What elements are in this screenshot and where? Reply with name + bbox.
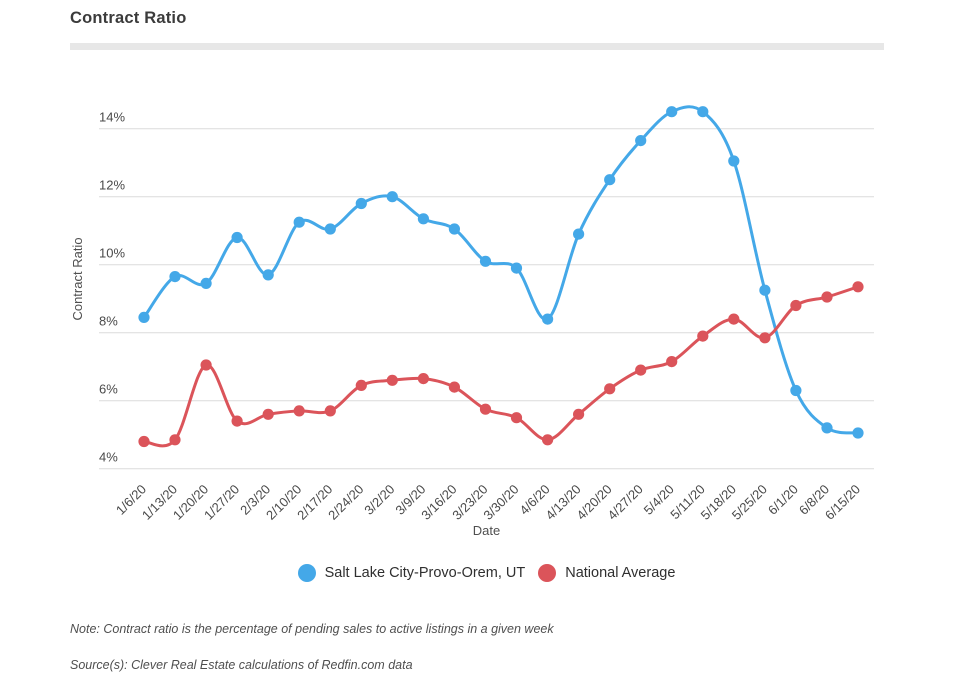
data-point-national-average[interactable] xyxy=(697,330,709,342)
data-point-national-average[interactable] xyxy=(448,381,460,393)
chart-legend: Salt Lake City-Provo-Orem, UT National A… xyxy=(0,564,973,582)
x-axis-title: Date xyxy=(473,523,500,538)
red-series-dot-icon xyxy=(538,564,557,582)
x-tick-label: 2/24/20 xyxy=(325,482,366,523)
data-point-national-average[interactable] xyxy=(635,364,647,376)
data-point-salt-lake[interactable] xyxy=(355,197,367,210)
data-point-salt-lake[interactable] xyxy=(417,213,429,225)
data-point-national-average[interactable] xyxy=(573,408,585,420)
data-point-salt-lake[interactable] xyxy=(231,231,243,244)
data-point-salt-lake[interactable] xyxy=(479,255,492,267)
data-point-national-average[interactable] xyxy=(169,434,181,446)
contract-ratio-line-chart: 4%6%8%10%12%14%Contract Ratio1/6/201/13/… xyxy=(70,105,874,538)
data-point-national-average[interactable] xyxy=(262,408,274,420)
data-point-national-average[interactable] xyxy=(510,412,523,424)
x-tick-label: 4/27/20 xyxy=(605,482,646,523)
data-point-salt-lake[interactable] xyxy=(852,427,864,439)
data-point-national-average[interactable] xyxy=(231,415,243,427)
blue-series-dot-icon xyxy=(297,564,316,582)
data-point-salt-lake[interactable] xyxy=(790,384,802,397)
data-point-salt-lake[interactable] xyxy=(728,155,740,167)
series-line-national-average xyxy=(142,285,860,448)
x-tick-label: 3/30/20 xyxy=(480,482,521,523)
x-tick-label: 1/27/20 xyxy=(201,482,242,523)
data-point-salt-lake[interactable] xyxy=(697,106,709,118)
x-tick-label: 6/15/20 xyxy=(822,482,863,523)
data-point-salt-lake[interactable] xyxy=(573,228,585,240)
series-line-salt-lake xyxy=(142,105,860,435)
legend-item-national-average[interactable]: National Average xyxy=(538,564,675,582)
legend-label-national-average: National Average xyxy=(565,565,676,581)
data-point-salt-lake[interactable] xyxy=(821,422,833,434)
data-point-national-average[interactable] xyxy=(852,281,864,293)
data-point-salt-lake[interactable] xyxy=(666,106,678,118)
data-point-national-average[interactable] xyxy=(790,299,802,312)
data-point-salt-lake[interactable] xyxy=(262,269,274,281)
data-point-national-average[interactable] xyxy=(666,356,678,368)
y-tick-label: 14% xyxy=(99,110,125,125)
x-tick-label: 5/25/20 xyxy=(729,482,770,523)
source-text: Source(s): Clever Real Estate calculatio… xyxy=(70,658,413,672)
legend-item-salt-lake[interactable]: Salt Lake City-Provo-Orem, UT xyxy=(297,564,526,582)
title-divider xyxy=(70,43,884,50)
note-text: Note: Contract ratio is the percentage o… xyxy=(70,622,554,636)
data-point-national-average[interactable] xyxy=(604,383,616,395)
data-point-national-average[interactable] xyxy=(821,291,833,303)
data-point-national-average[interactable] xyxy=(138,435,150,448)
data-point-salt-lake[interactable] xyxy=(386,191,398,203)
data-point-national-average[interactable] xyxy=(417,373,429,385)
y-tick-label: 4% xyxy=(99,450,118,465)
data-point-salt-lake[interactable] xyxy=(604,174,616,186)
data-point-salt-lake[interactable] xyxy=(138,311,150,323)
x-tick-label: 6/1/20 xyxy=(765,482,801,518)
data-point-national-average[interactable] xyxy=(759,332,771,344)
data-point-salt-lake[interactable] xyxy=(448,223,460,235)
data-point-salt-lake[interactable] xyxy=(542,313,554,325)
x-tick-label: 3/2/20 xyxy=(361,482,397,518)
data-point-salt-lake[interactable] xyxy=(324,223,336,235)
data-point-national-average[interactable] xyxy=(324,405,336,417)
y-axis-title: Contract Ratio xyxy=(70,237,85,320)
data-point-salt-lake[interactable] xyxy=(293,216,305,228)
y-tick-label: 10% xyxy=(99,246,125,261)
data-point-salt-lake[interactable] xyxy=(169,271,181,283)
data-point-national-average[interactable] xyxy=(293,405,305,417)
data-point-national-average[interactable] xyxy=(728,313,740,325)
data-point-salt-lake[interactable] xyxy=(510,262,523,274)
data-point-national-average[interactable] xyxy=(200,359,212,371)
y-tick-label: 8% xyxy=(99,314,118,329)
legend-label-salt-lake: Salt Lake City-Provo-Orem, UT xyxy=(324,565,526,581)
data-point-national-average[interactable] xyxy=(355,379,367,391)
data-point-national-average[interactable] xyxy=(542,434,554,446)
y-tick-label: 6% xyxy=(99,382,118,397)
data-point-national-average[interactable] xyxy=(479,403,492,415)
data-point-salt-lake[interactable] xyxy=(635,135,647,147)
data-point-national-average[interactable] xyxy=(386,374,398,386)
page-title: Contract Ratio xyxy=(70,9,187,27)
y-tick-label: 12% xyxy=(99,178,125,193)
data-point-salt-lake[interactable] xyxy=(759,284,771,296)
data-point-salt-lake[interactable] xyxy=(200,277,212,289)
